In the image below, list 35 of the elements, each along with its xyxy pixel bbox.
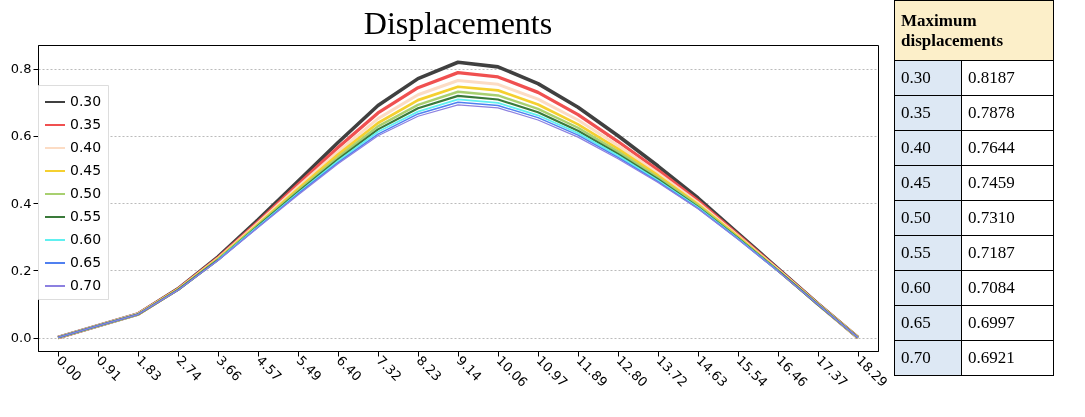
text: 0.8187 [961, 60, 1054, 96]
legend-label: 0.40 [70, 139, 102, 155]
text: 0.7084 [961, 270, 1054, 306]
text: 0.40 [894, 130, 962, 166]
legend-label: 0.65 [70, 254, 102, 270]
y-tick-label: 0.8 [10, 61, 32, 77]
text: 0.7459 [961, 165, 1054, 201]
text: 0.65 [894, 305, 962, 341]
text: 0.70 [894, 340, 962, 376]
y-tick-label: 0.2 [10, 262, 32, 278]
text: 0.6997 [961, 305, 1054, 341]
chart-title: Displacements [363, 5, 553, 41]
y-tick-label: 0.0 [10, 330, 32, 346]
text: 0.35 [894, 95, 962, 131]
text: Maximum displacements [894, 0, 1054, 61]
text: 0.50 [894, 200, 962, 236]
legend-label: 0.55 [70, 208, 102, 224]
legend-label: 0.60 [70, 231, 102, 247]
text: 0.7187 [961, 235, 1054, 271]
text: 0.45 [894, 165, 962, 201]
text: 0.6921 [961, 340, 1054, 376]
y-tick-label: 0.6 [10, 128, 32, 144]
text: 0.55 [894, 235, 962, 271]
legend-label: 0.70 [70, 277, 102, 293]
text: 0.7878 [961, 95, 1054, 131]
text: 0.60 [894, 270, 962, 306]
y-tick-label: 0.4 [10, 195, 32, 211]
legend-label: 0.45 [70, 162, 102, 178]
text: 0.30 [894, 60, 962, 96]
text: 0.7644 [961, 130, 1054, 166]
legend-label: 0.50 [70, 185, 102, 201]
legend-label: 0.35 [70, 116, 102, 132]
text: 0.7310 [961, 200, 1054, 236]
x-tick-label: 4.57 [253, 352, 285, 384]
legend-label: 0.30 [70, 93, 102, 109]
